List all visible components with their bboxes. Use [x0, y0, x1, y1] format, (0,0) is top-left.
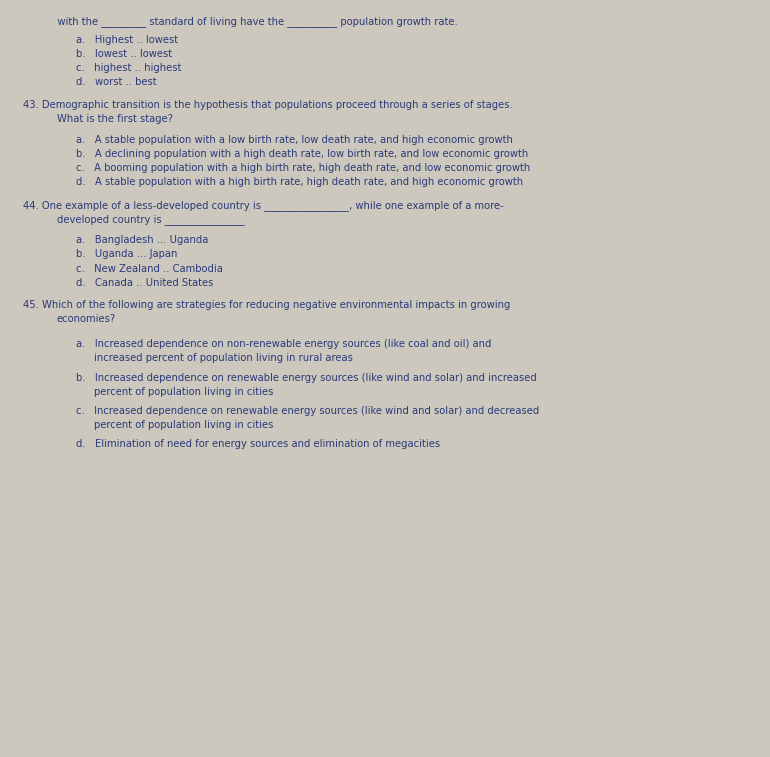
- Text: developed country is ________________: developed country is ________________: [57, 213, 245, 225]
- Text: percent of population living in cities: percent of population living in cities: [95, 420, 274, 430]
- Text: c.   A booming population with a high birth rate, high death rate, and low econo: c. A booming population with a high birt…: [75, 164, 530, 173]
- Text: d.   Canada .. United States: d. Canada .. United States: [75, 278, 213, 288]
- Text: b.   A declining population with a high death rate, low birth rate, and low econ: b. A declining population with a high de…: [75, 149, 528, 159]
- Text: b.   Increased dependence on renewable energy sources (like wind and solar) and : b. Increased dependence on renewable ene…: [75, 372, 537, 382]
- Text: d.   Elimination of need for energy sources and elimination of megacities: d. Elimination of need for energy source…: [75, 439, 440, 450]
- Text: What is the first stage?: What is the first stage?: [57, 114, 172, 123]
- Text: 44. One example of a less-developed country is _________________, while one exam: 44. One example of a less-developed coun…: [23, 200, 504, 210]
- Text: a.   Highest .. lowest: a. Highest .. lowest: [75, 35, 178, 45]
- Text: a.   Increased dependence on non-renewable energy sources (like coal and oil) an: a. Increased dependence on non-renewable…: [75, 339, 491, 349]
- Text: d.   worst .. best: d. worst .. best: [75, 77, 156, 87]
- Text: percent of population living in cities: percent of population living in cities: [95, 387, 274, 397]
- Text: economies?: economies?: [57, 314, 116, 324]
- Text: 43. Demographic transition is the hypothesis that populations proceed through a : 43. Demographic transition is the hypoth…: [23, 100, 513, 110]
- Text: c.   Increased dependence on renewable energy sources (like wind and solar) and : c. Increased dependence on renewable ene…: [75, 406, 539, 416]
- Text: d.   A stable population with a high birth rate, high death rate, and high econo: d. A stable population with a high birth…: [75, 177, 523, 188]
- Text: with the _________ standard of living have the __________ population growth rate: with the _________ standard of living ha…: [23, 17, 457, 27]
- Text: increased percent of population living in rural areas: increased percent of population living i…: [95, 354, 353, 363]
- Text: a.   Bangladesh ... Uganda: a. Bangladesh ... Uganda: [75, 235, 208, 245]
- Text: c.   New Zealand .. Cambodia: c. New Zealand .. Cambodia: [75, 263, 223, 273]
- Text: a.   A stable population with a low birth rate, low death rate, and high economi: a. A stable population with a low birth …: [75, 136, 513, 145]
- Text: b.   lowest .. lowest: b. lowest .. lowest: [75, 49, 172, 59]
- Text: c.   highest .. highest: c. highest .. highest: [75, 64, 181, 73]
- Text: b.   Uganda ... Japan: b. Uganda ... Japan: [75, 249, 177, 260]
- Text: 45. Which of the following are strategies for reducing negative environmental im: 45. Which of the following are strategie…: [23, 300, 511, 310]
